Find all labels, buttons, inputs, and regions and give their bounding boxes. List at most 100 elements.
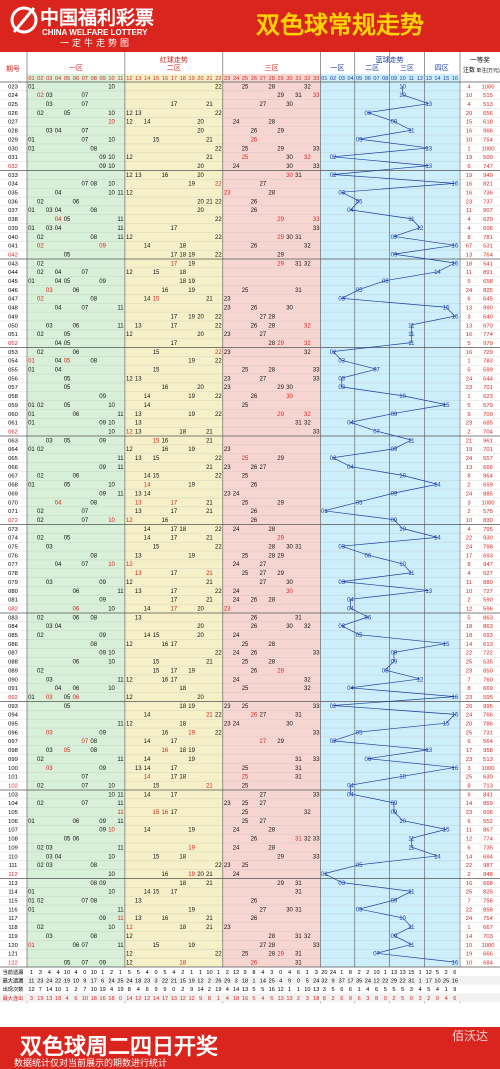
- blue-number-header: 09: [391, 76, 397, 82]
- stats-blue-value: 6: [358, 996, 361, 1002]
- prize-count: 4: [467, 84, 471, 90]
- stats-red-value: 18: [242, 979, 248, 985]
- red-ball: 06: [73, 686, 80, 692]
- red-number-header: 26: [251, 76, 257, 82]
- red-ball: 02: [37, 350, 44, 356]
- issue-label: 097: [8, 739, 18, 745]
- blue-ball: 06: [365, 757, 372, 763]
- blue-ball: 08: [382, 668, 389, 674]
- red-ball: 11: [117, 907, 124, 913]
- blue-trend-polyline: [323, 86, 456, 963]
- red-ball: 09: [99, 155, 106, 161]
- red-ball: 31: [295, 235, 302, 241]
- red-ball: 14: [144, 792, 151, 798]
- prize-amount: 722: [483, 651, 493, 657]
- stats-rows: 当前遗漏 1 3 4 4 10 4 0 10 1 2 1 5 5 4 0 5 4 2 1 1 10 1 2 12 9 8 4 3 0 4 6 1…: [0, 967, 500, 1002]
- stats-red-value: 13: [171, 996, 177, 1002]
- red-ball: 24: [233, 527, 240, 533]
- issue-label: 095: [8, 722, 18, 728]
- blue-ball: 15: [443, 642, 450, 648]
- prize-count: 12: [466, 606, 472, 612]
- stats-blue-value: 4: [436, 987, 439, 993]
- prize-amount: 979: [483, 341, 493, 347]
- red-ball: 11: [117, 465, 124, 471]
- red-ball: 26: [251, 137, 258, 143]
- blue-number-header: 11: [408, 76, 414, 82]
- stats-red-value: 1: [306, 970, 309, 976]
- stats-red-value: 1: [101, 970, 104, 976]
- blue-ball: 09: [391, 660, 398, 666]
- red-ball: 10: [108, 651, 115, 657]
- red-ball: 09: [99, 465, 106, 471]
- red-ball: 02: [37, 899, 44, 905]
- blue-ball: 14: [434, 483, 441, 489]
- red-ball: 17: [171, 314, 178, 320]
- issue-label: 109: [8, 845, 18, 851]
- issue-label: 064: [8, 447, 18, 453]
- red-ball: 14: [144, 120, 151, 126]
- red-ball: 23: [224, 350, 231, 356]
- issue-label: 057: [8, 385, 18, 391]
- red-ball: 26: [251, 509, 258, 515]
- stats-red-value: 19: [215, 987, 221, 993]
- stats-red-value: 16: [100, 996, 106, 1002]
- red-ball: 11: [117, 810, 124, 816]
- red-ball: 33: [313, 757, 320, 763]
- prize-amount: 701: [483, 385, 493, 391]
- red-ball: 21: [206, 580, 213, 586]
- red-ball: 03: [46, 695, 53, 701]
- prize-count: 3: [467, 314, 470, 320]
- red-ball: 17: [171, 252, 178, 258]
- blue-ball: 02: [330, 350, 337, 356]
- stats-blue-value: 1: [384, 970, 387, 976]
- stats-red-value: 4: [226, 987, 229, 993]
- prize-amount: 949: [483, 173, 493, 179]
- stats-blue-value: 5: [401, 996, 404, 1002]
- prize-count: 2: [467, 509, 470, 515]
- red-ball: 22: [215, 952, 222, 958]
- stats-red-value: 3: [39, 970, 42, 976]
- red-number-header: 33: [313, 76, 319, 82]
- red-ball: 10: [108, 483, 115, 489]
- red-ball: 07: [82, 509, 89, 515]
- blue-zone-header: 一区: [330, 64, 344, 72]
- blue-ball: 16: [452, 244, 459, 250]
- blue-ball: 04: [347, 421, 354, 427]
- red-ball: 27: [260, 465, 267, 471]
- prize-count: 11: [466, 580, 472, 586]
- stats-red-value: 19: [117, 987, 123, 993]
- stats-blue-value: 12: [373, 979, 379, 985]
- stats-red-value: 18: [135, 979, 141, 985]
- stats-red-value: 9: [288, 979, 291, 985]
- blue-ball: 05: [356, 730, 363, 736]
- issue-label: 108: [8, 837, 18, 843]
- red-ball: 31: [295, 934, 302, 940]
- stats-red-value: 1: [217, 996, 220, 1002]
- red-ball: 22: [215, 394, 222, 400]
- stats-label: 最大连出: [3, 994, 24, 1002]
- red-ball: 32: [304, 934, 311, 940]
- prize-count: 2: [467, 483, 470, 489]
- prize-amount: 987: [483, 863, 493, 869]
- red-ball: 18: [179, 960, 186, 966]
- stats-red-value: 25: [117, 979, 123, 985]
- red-ball: 32: [304, 155, 311, 161]
- stats-red-value: 23: [144, 979, 150, 985]
- issue-label: 046: [8, 288, 18, 294]
- red-ball: 03: [46, 748, 53, 754]
- stats-red-value: 0: [279, 970, 282, 976]
- blue-ball: 09: [391, 252, 398, 258]
- prize-amount: 964: [483, 474, 493, 480]
- zone-backgrounds: [0, 52, 500, 1007]
- red-ball: 13: [135, 589, 142, 595]
- prize-amount: 781: [483, 235, 493, 241]
- red-ball: 10: [108, 120, 115, 126]
- red-ball: 10: [108, 872, 115, 878]
- red-ball: 29: [277, 341, 284, 347]
- red-ball: 33: [313, 792, 320, 798]
- prize-amount: 727: [483, 589, 493, 595]
- issue-label: 113: [8, 881, 17, 887]
- prize-amount: 848: [483, 872, 493, 878]
- red-ball: 06: [73, 323, 80, 329]
- red-ball: 29: [277, 129, 284, 135]
